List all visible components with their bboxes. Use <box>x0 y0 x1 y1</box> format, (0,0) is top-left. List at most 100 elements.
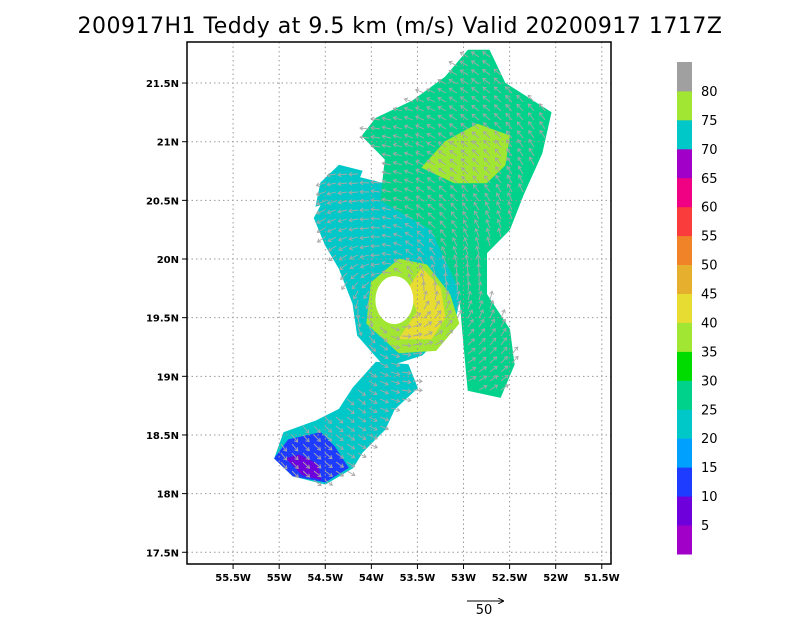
wind-vector <box>382 126 392 130</box>
wind-vector <box>346 416 355 423</box>
wind-vector-head <box>406 265 411 270</box>
wind-vector <box>371 145 381 148</box>
wind-vector <box>478 319 485 328</box>
wind-vector <box>474 219 480 229</box>
wind-vector-head <box>426 168 432 173</box>
wind-vector <box>471 96 480 103</box>
wind-vector-head <box>362 435 367 441</box>
wind-vector <box>280 461 288 470</box>
wind-vector <box>368 398 378 404</box>
colorbar-label: 5 <box>701 519 709 534</box>
wind-vector-head <box>395 327 401 332</box>
wind-vector <box>324 416 332 424</box>
wind-vector <box>472 175 480 184</box>
wind-vector-head <box>381 179 386 184</box>
wind-vector-head <box>507 192 512 197</box>
wind-vector-head <box>407 324 412 330</box>
wind-vector-head <box>470 51 476 56</box>
wind-vector-head <box>493 104 499 109</box>
wind-vector-head <box>437 96 442 102</box>
wind-vector-head <box>471 131 476 136</box>
wind-vector <box>327 236 337 242</box>
wind-vector-head <box>471 140 477 145</box>
wind-vector-head <box>404 196 409 201</box>
wind-vector-head <box>442 263 447 268</box>
wind-vector-head <box>438 194 443 199</box>
wind-vector-head <box>348 236 353 241</box>
wind-vector <box>489 375 498 382</box>
wind-vector <box>528 112 535 121</box>
wind-vector <box>467 366 476 373</box>
wind-vector <box>335 443 344 450</box>
wind-vector <box>313 479 322 486</box>
wind-vector <box>338 200 348 204</box>
wind-vector-head <box>369 322 374 328</box>
wind-vector-head <box>430 263 436 269</box>
colorbar-swatch <box>677 409 692 439</box>
wind-vector <box>473 193 480 202</box>
colorbar-swatch <box>677 206 692 237</box>
wind-vector-head <box>493 375 498 380</box>
wind-vector-head <box>507 200 512 206</box>
wind-vector-head <box>317 482 322 487</box>
wind-vector-head <box>381 143 386 148</box>
wind-vector <box>357 443 367 449</box>
wind-vector-head <box>451 228 456 233</box>
wind-vector <box>478 356 487 364</box>
wind-vector <box>357 407 366 414</box>
wind-vector <box>415 142 425 148</box>
wind-vector-head <box>327 247 332 252</box>
wind-vector <box>482 60 491 67</box>
wind-vector <box>390 353 400 358</box>
wind-vector-head <box>472 157 477 163</box>
wind-vector-head <box>474 219 479 224</box>
wind-vector <box>427 160 436 166</box>
wind-vector-head <box>407 273 412 278</box>
wind-vector-head <box>539 129 544 134</box>
wind-vector-head <box>453 254 458 259</box>
wind-vector <box>302 434 310 443</box>
wind-vector <box>338 191 348 194</box>
wind-vector-head <box>496 209 501 215</box>
wind-vector <box>341 281 348 290</box>
x-tick-label: 52W <box>543 573 568 584</box>
wind-vector <box>382 117 392 121</box>
wind-vector-head <box>339 419 344 424</box>
wind-vector <box>390 398 400 402</box>
wind-vector-head <box>350 436 356 441</box>
wind-vector <box>452 229 458 238</box>
wind-vector-head <box>517 130 522 135</box>
wind-vector <box>359 227 370 230</box>
wind-vector-head <box>517 147 522 153</box>
wind-vector <box>472 149 480 157</box>
wind-vector-head <box>294 456 299 461</box>
colorbar-label: 15 <box>701 461 718 476</box>
wind-vector-head <box>502 327 507 333</box>
wind-vector-head <box>506 174 511 179</box>
wind-vector-head <box>478 290 483 295</box>
wind-vector-head <box>471 347 476 352</box>
wind-vector-head <box>437 105 442 111</box>
wind-vector <box>454 255 458 265</box>
wind-vector-head <box>305 455 310 460</box>
wind-vector-head <box>405 257 410 262</box>
wind-vector <box>338 227 348 232</box>
wind-vector-head <box>516 112 521 117</box>
colorbar-swatch <box>677 525 692 555</box>
wind-vector-head <box>459 51 464 56</box>
wind-vector <box>368 425 378 431</box>
wind-vector-head <box>416 239 422 244</box>
colorbar-label: 75 <box>701 114 718 129</box>
wind-vector-head <box>439 220 444 225</box>
wind-vector-head <box>348 217 353 223</box>
wind-vector-head <box>528 112 533 117</box>
wind-vector-head <box>294 438 299 443</box>
wind-vector-head <box>327 419 332 424</box>
wind-vector <box>382 243 392 247</box>
wind-vector-head <box>474 227 479 233</box>
wind-vector-head <box>438 168 443 173</box>
wind-vector <box>495 157 502 166</box>
wind-vector-head <box>316 437 321 442</box>
wind-vector <box>415 160 425 166</box>
wind-vector <box>357 398 366 405</box>
